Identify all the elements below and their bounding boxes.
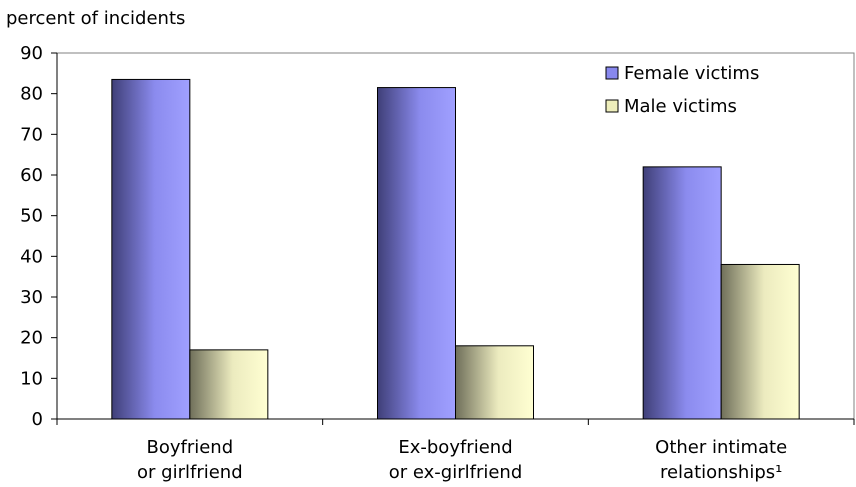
y-axis-title: percent of incidents (6, 8, 186, 29)
legend: Female victims Male victims (605, 63, 759, 117)
y-tick-label: 30 (20, 287, 43, 308)
y-tick-label: 90 (20, 43, 43, 64)
legend-label-1: Female victims (624, 63, 759, 84)
y-tick-label: 70 (20, 124, 43, 145)
y-tick-label: 40 (20, 246, 43, 267)
legend-swatch-1 (605, 66, 619, 80)
bar-female-1 (111, 78, 191, 420)
legend-label-2: Male victims (624, 96, 737, 117)
y-tick-label: 10 (20, 368, 43, 389)
y-axis: 0 10 20 30 40 50 60 70 80 90 (20, 43, 58, 430)
y-tick-label: 80 (20, 84, 43, 105)
bar-male-1 (189, 349, 269, 420)
bar-female-3 (642, 166, 722, 420)
y-tick-label: 50 (20, 206, 43, 227)
x-axis: Boyfriend or girlfriend Ex-boyfriend or ex-… (56, 418, 855, 483)
x-tick-label: Other intimate relationships¹ (655, 437, 787, 483)
x-tick-label: Ex-boyfriend or ex-girlfriend (389, 437, 523, 483)
bar-male-3 (720, 263, 800, 420)
y-tick-label: 20 (20, 328, 43, 349)
x-tick-label: Boyfriend or girlfriend (137, 437, 243, 483)
bars (111, 78, 800, 420)
y-tick-label: 60 (20, 165, 43, 186)
legend-swatch-2 (605, 99, 619, 113)
y-tick-label: 0 (32, 409, 43, 430)
bar-male-2 (455, 345, 534, 420)
bar-female-2 (377, 87, 456, 420)
